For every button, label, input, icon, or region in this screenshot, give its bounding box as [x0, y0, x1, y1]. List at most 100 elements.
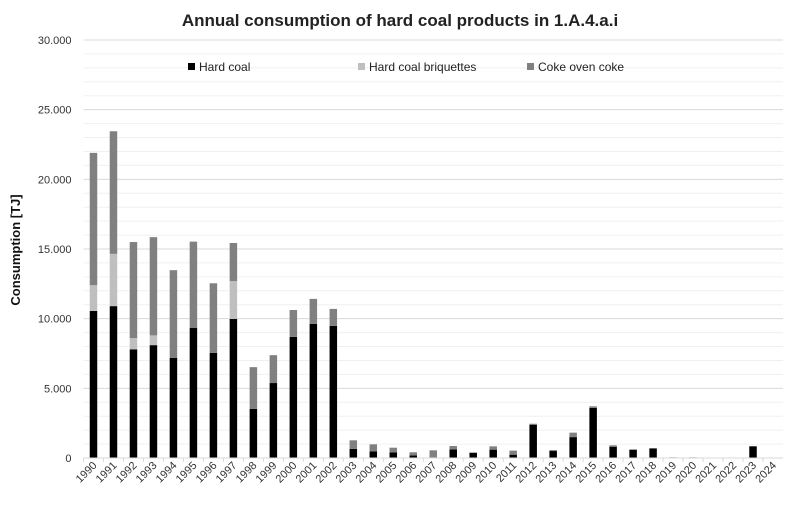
bar-coke-oven-coke-1998 [249, 367, 258, 409]
bar-coke-oven-coke-1993 [149, 237, 158, 336]
x-tick-label: 1999 [254, 460, 280, 486]
x-tick-label: 2015 [573, 460, 599, 486]
x-tick-label: 2012 [514, 460, 540, 486]
bar-hard-coal-1990 [89, 311, 98, 458]
bar-hard-coal-2010 [489, 449, 497, 458]
bar-coke-oven-coke-1999 [269, 355, 278, 384]
bar-hard-coal-2003 [349, 448, 358, 458]
x-tick-label: 2005 [374, 460, 400, 486]
bar-coke-oven-coke-2008 [449, 446, 457, 450]
bar-coke-oven-coke-1991 [109, 131, 118, 254]
y-tick-label: 5.000 [44, 383, 72, 395]
bar-hard-coal-briquettes-1992 [129, 338, 138, 350]
y-axis-label: Consumption [TJ] [8, 194, 23, 305]
bar-hard-coal-2018 [649, 448, 657, 458]
bar-hard-coal-2005 [389, 452, 398, 458]
x-tick-label: 2014 [553, 460, 579, 486]
bar-hard-coal-1991 [109, 306, 118, 458]
x-tick-label: 2011 [494, 460, 519, 485]
x-tick-label: 1998 [234, 460, 260, 486]
bar-hard-coal-1999 [269, 383, 278, 458]
bar-hard-coal-1997 [229, 318, 238, 458]
bar-coke-oven-coke-2006 [409, 452, 418, 456]
x-tick-label: 2006 [394, 460, 420, 486]
bar-hard-coal-1993 [149, 345, 158, 458]
y-tick-label: 15.000 [38, 244, 72, 256]
x-tick-label: 2007 [414, 460, 440, 486]
x-tick-label: 2002 [314, 460, 340, 486]
bar-coke-oven-coke-2004 [369, 444, 378, 452]
bar-coke-oven-coke-2003 [349, 440, 358, 449]
bar-coke-oven-coke-2014 [569, 432, 577, 438]
bar-hard-coal-2008 [449, 449, 457, 458]
bar-hard-coal-2023 [749, 446, 757, 458]
bar-hard-coal-briquettes-1990 [89, 285, 98, 312]
bar-hard-coal-1995 [189, 328, 198, 458]
x-tick-label: 1992 [114, 460, 140, 486]
x-tick-label: 2000 [274, 460, 300, 486]
x-tick-label: 2021 [693, 460, 719, 486]
bar-coke-oven-coke-2000 [289, 310, 298, 337]
legend-swatch [188, 63, 195, 70]
bar-hard-coal-1992 [129, 349, 138, 458]
bar-coke-oven-coke-2012 [529, 423, 537, 425]
bar-hard-coal-2009 [469, 452, 477, 458]
bar-hard-coal-2013 [549, 451, 557, 458]
x-tick-label: 2009 [454, 460, 480, 486]
y-tick-label: 20.000 [38, 174, 72, 186]
bar-hard-coal-briquettes-1991 [109, 253, 118, 307]
x-tick-label: 2016 [593, 460, 619, 486]
legend-label: Coke oven coke [538, 60, 624, 74]
bar-coke-oven-coke-1997 [229, 243, 238, 282]
bar-hard-coal-1996 [209, 352, 218, 458]
bar-hard-coal-briquettes-1993 [149, 335, 158, 346]
x-tick-label: 1994 [154, 460, 180, 486]
x-tick-label: 1990 [74, 460, 100, 486]
bar-hard-coal-2000 [289, 336, 298, 458]
bar-coke-oven-coke-1992 [129, 242, 138, 339]
bar-hard-coal-2001 [309, 323, 318, 458]
x-tick-label: 2004 [354, 460, 380, 486]
bar-coke-oven-coke-2015 [589, 406, 597, 408]
x-tick-label: 2013 [533, 460, 559, 486]
bar-hard-coal-2014 [569, 437, 577, 458]
x-tick-label: 2020 [673, 460, 699, 486]
y-tick-label: 0 [65, 453, 71, 465]
bar-coke-oven-coke-2011 [509, 450, 517, 455]
x-tick-label: 2022 [713, 460, 739, 486]
bar-hard-coal-2015 [589, 407, 597, 458]
bar-hard-coal-1998 [249, 408, 258, 458]
bar-coke-oven-coke-1996 [209, 283, 218, 353]
bar-coke-oven-coke-2013 [549, 450, 557, 452]
x-tick-label: 2019 [653, 460, 679, 486]
bar-hard-coal-2006 [409, 455, 418, 458]
bar-coke-oven-coke-2007 [429, 450, 437, 458]
bar-hard-coal-1994 [169, 357, 178, 458]
legend-label: Hard coal [199, 60, 250, 74]
x-tick-label: 2024 [753, 460, 779, 486]
x-tick-label: 2001 [294, 460, 320, 486]
bar-coke-oven-coke-1990 [89, 152, 98, 286]
x-tick-label: 1991 [94, 460, 120, 486]
bar-hard-coal-briquettes-1997 [229, 281, 238, 319]
x-tick-label: 1996 [194, 460, 220, 486]
legend-swatch [358, 63, 365, 70]
bar-hard-coal-2004 [369, 451, 378, 458]
x-tick-label: 2008 [434, 460, 460, 486]
bar-coke-oven-coke-1994 [169, 270, 178, 358]
x-tick-label: 1993 [134, 460, 160, 486]
bar-coke-oven-coke-2005 [389, 447, 398, 453]
bar-coke-oven-coke-1995 [189, 241, 198, 329]
bar-coke-oven-coke-2010 [489, 446, 497, 450]
x-tick-label: 1995 [174, 460, 200, 486]
x-tick-label: 2017 [613, 460, 639, 486]
legend-swatch [527, 63, 534, 70]
x-tick-label: 2010 [474, 460, 500, 486]
x-tick-label: 2018 [633, 460, 659, 486]
x-tick-label: 1997 [214, 460, 240, 486]
x-tick-label: 2023 [733, 460, 759, 486]
bar-hard-coal-2002 [329, 325, 338, 458]
bar-hard-coal-2016 [609, 446, 617, 458]
y-tick-label: 25.000 [38, 105, 72, 117]
